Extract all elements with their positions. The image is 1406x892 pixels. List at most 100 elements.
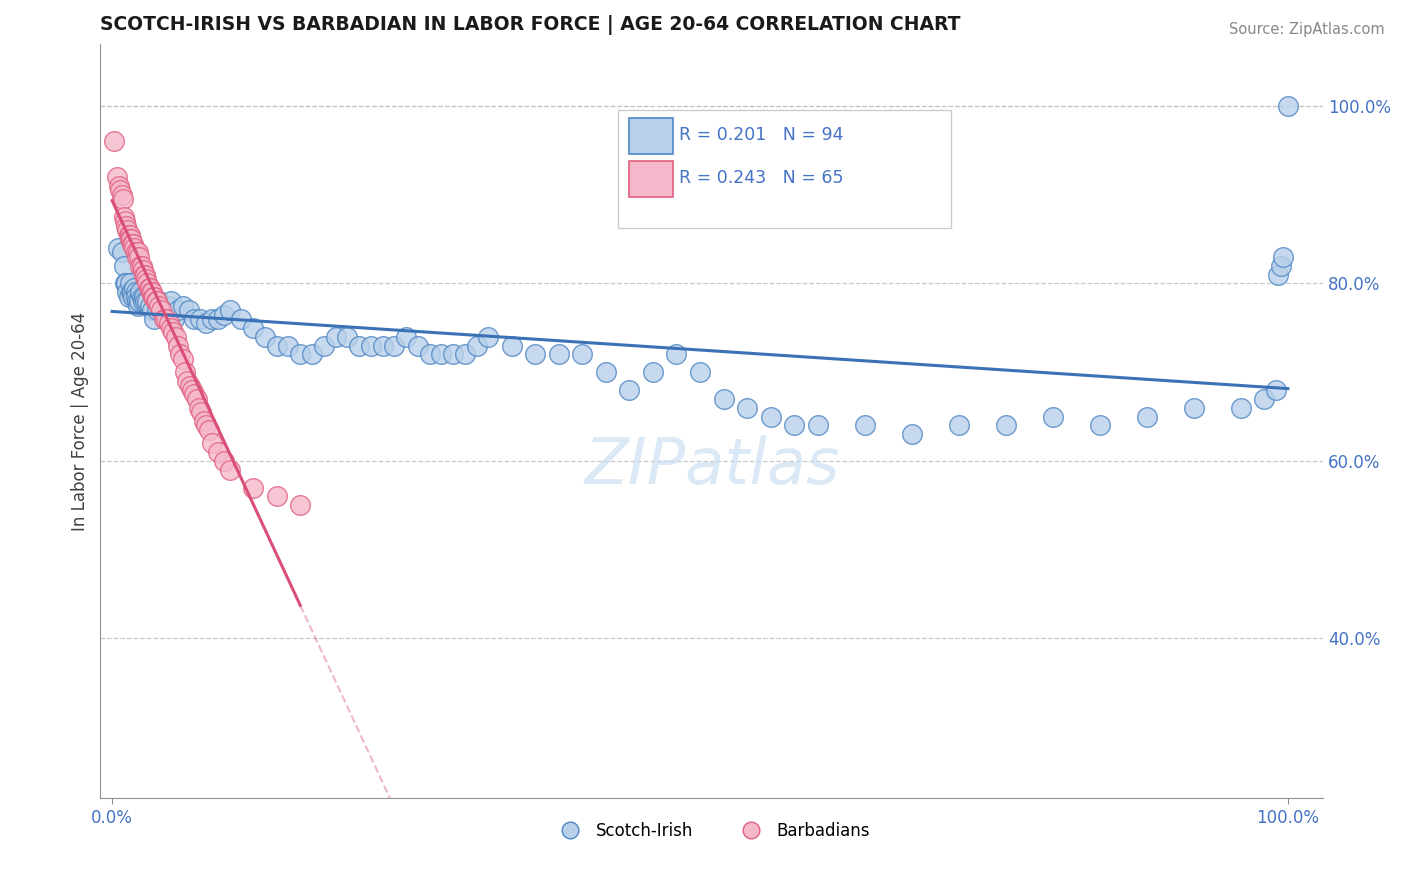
Point — [138, 299, 160, 313]
Point — [1272, 250, 1295, 264]
Point — [134, 268, 156, 282]
Point — [169, 347, 191, 361]
Point — [117, 290, 139, 304]
Point — [571, 347, 593, 361]
Point — [595, 365, 617, 379]
Point — [172, 351, 194, 366]
Text: R = 0.201   N = 94: R = 0.201 N = 94 — [679, 126, 844, 145]
FancyBboxPatch shape — [628, 161, 672, 197]
Point — [105, 169, 128, 184]
Text: ZIPatlas: ZIPatlas — [583, 435, 839, 497]
Point — [114, 277, 136, 291]
Point — [115, 277, 138, 291]
Point — [121, 285, 143, 300]
Point — [131, 259, 153, 273]
Point — [135, 272, 157, 286]
Point — [465, 338, 488, 352]
Point — [325, 329, 347, 343]
Point — [141, 285, 163, 300]
Point — [689, 365, 711, 379]
Point — [136, 294, 159, 309]
Point — [125, 250, 148, 264]
Point — [186, 392, 208, 406]
Point — [120, 232, 142, 246]
Point — [150, 303, 173, 318]
Text: SCOTCH-IRISH VS BARBADIAN IN LABOR FORCE | AGE 20-64 CORRELATION CHART: SCOTCH-IRISH VS BARBADIAN IN LABOR FORCE… — [100, 15, 960, 35]
Point — [103, 135, 125, 149]
Point — [139, 285, 162, 300]
Point — [477, 329, 499, 343]
Point — [110, 245, 132, 260]
Point — [231, 312, 253, 326]
Point — [107, 241, 129, 255]
Point — [266, 490, 288, 504]
Point — [153, 312, 176, 326]
Point — [1253, 392, 1275, 406]
Point — [148, 299, 170, 313]
Point — [127, 299, 149, 313]
Point — [177, 303, 200, 318]
Point — [195, 418, 218, 433]
Point — [118, 232, 141, 246]
Point — [132, 268, 155, 282]
Point — [143, 312, 166, 326]
Point — [430, 347, 453, 361]
Point — [1088, 418, 1111, 433]
Point — [197, 423, 219, 437]
Point — [201, 312, 224, 326]
Point — [129, 259, 152, 273]
Point — [174, 365, 197, 379]
FancyBboxPatch shape — [628, 118, 672, 154]
Point — [312, 338, 335, 352]
Point — [900, 427, 922, 442]
Point — [132, 290, 155, 304]
Point — [195, 317, 218, 331]
Point — [201, 436, 224, 450]
Point — [160, 321, 183, 335]
Point — [454, 347, 477, 361]
Point — [112, 210, 135, 224]
Point — [127, 245, 149, 260]
Y-axis label: In Labor Force | Age 20-64: In Labor Force | Age 20-64 — [72, 311, 89, 531]
Point — [181, 383, 204, 397]
Point — [112, 259, 135, 273]
Point — [145, 294, 167, 309]
Point — [146, 294, 169, 309]
Point — [128, 250, 150, 264]
Text: R = 0.243   N = 65: R = 0.243 N = 65 — [679, 169, 844, 187]
Point — [117, 285, 139, 300]
Point — [124, 241, 146, 255]
Point — [108, 178, 131, 193]
Point — [382, 338, 405, 352]
Point — [141, 303, 163, 318]
Point — [212, 308, 235, 322]
Point — [948, 418, 970, 433]
Point — [122, 236, 145, 251]
Point — [501, 338, 523, 352]
Point — [183, 312, 205, 326]
Point — [111, 192, 134, 206]
Point — [124, 245, 146, 260]
Point — [176, 374, 198, 388]
Point — [1230, 401, 1253, 415]
Point — [131, 294, 153, 309]
Point — [301, 347, 323, 361]
Point — [665, 347, 688, 361]
Point — [735, 401, 758, 415]
Point — [1136, 409, 1159, 424]
Point — [179, 378, 201, 392]
Point — [150, 303, 173, 318]
Point — [163, 312, 186, 326]
Point — [218, 463, 240, 477]
Point — [142, 290, 165, 304]
Point — [242, 481, 264, 495]
Point — [242, 321, 264, 335]
Point — [371, 338, 394, 352]
Point — [131, 263, 153, 277]
Point — [118, 227, 141, 242]
Point — [157, 317, 180, 331]
Point — [253, 329, 276, 343]
Point — [190, 405, 212, 419]
Point — [524, 347, 547, 361]
Point — [134, 294, 156, 309]
